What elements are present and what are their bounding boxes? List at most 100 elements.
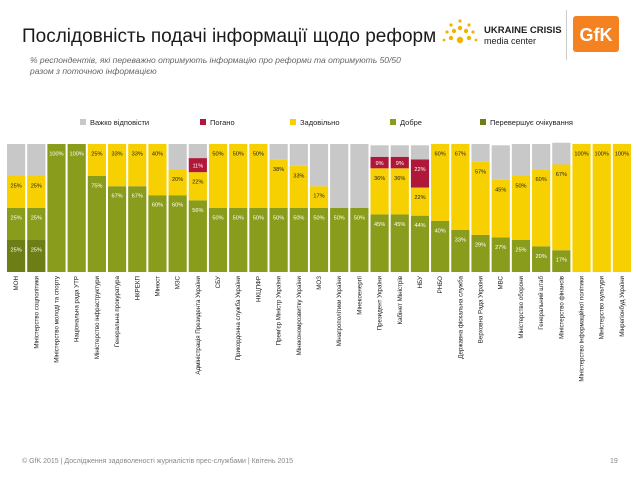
category-label: Міністерство фінансів bbox=[558, 275, 565, 339]
category-label: МЗС bbox=[175, 275, 182, 289]
bar-segment-задовільно bbox=[410, 187, 430, 216]
data-label: 25% bbox=[91, 152, 102, 158]
legend-swatch bbox=[290, 119, 296, 125]
category-label: Мінагрополітики України bbox=[336, 275, 343, 346]
data-label: 44% bbox=[414, 223, 425, 229]
bar-segment-добре bbox=[188, 200, 207, 272]
bar-segment-важко-відповісти bbox=[491, 145, 510, 180]
data-label: 67% bbox=[455, 152, 466, 158]
bar-segment-добре bbox=[249, 208, 268, 272]
data-label: 40% bbox=[152, 152, 163, 158]
bar-segment-задовільно bbox=[572, 144, 591, 272]
data-label: 40% bbox=[435, 228, 446, 234]
ucmc-logo-line1: UKRAINE CRISIS bbox=[484, 25, 562, 36]
bar-segment-задовільно bbox=[491, 179, 510, 238]
category-label: НКЦПФР bbox=[255, 276, 262, 302]
bar-segment-добре bbox=[128, 186, 147, 272]
bar-segment-добре bbox=[330, 208, 349, 272]
bar-segment-важко-відповісти bbox=[511, 144, 531, 176]
legend-swatch bbox=[480, 119, 486, 125]
data-label: 60% bbox=[435, 152, 446, 158]
bar-segment-добре bbox=[87, 176, 106, 272]
data-label: 50% bbox=[253, 216, 264, 222]
category-label: МОН bbox=[13, 276, 20, 290]
bar-segment-добре bbox=[511, 240, 531, 272]
bar-segment-добре bbox=[390, 214, 409, 272]
bar-segment-задовільно bbox=[148, 144, 167, 196]
data-label: 50% bbox=[212, 216, 223, 222]
footer-text: © GfK 2015 | Дослідження задоволеності ж… bbox=[22, 458, 294, 465]
gfk-logo: GfK bbox=[573, 16, 619, 52]
bar-segment-добре bbox=[27, 208, 46, 240]
data-label: 9% bbox=[376, 161, 384, 167]
ucmc-sunburst-icon bbox=[442, 19, 478, 44]
logo-divider bbox=[566, 10, 567, 60]
bar-segment-задовільно bbox=[451, 144, 470, 230]
category-label: РНБО bbox=[437, 276, 444, 294]
bar-segment-важко-відповісти bbox=[390, 145, 409, 157]
bar-segment-важко-відповісти bbox=[471, 144, 490, 162]
bar-segment-задовільно bbox=[7, 176, 26, 208]
bar-segment-задовільно bbox=[309, 186, 329, 208]
category-label: Державна фіскальна служба bbox=[457, 275, 464, 358]
legend-swatch bbox=[200, 119, 206, 125]
data-label: 25% bbox=[31, 184, 42, 190]
bar-segment-важко-відповісти bbox=[168, 144, 187, 170]
bar-segment-важко-відповісти bbox=[269, 144, 288, 160]
data-label: 25% bbox=[31, 248, 42, 254]
bar-segment-добре bbox=[350, 208, 369, 272]
bar-segment-добре bbox=[370, 214, 389, 272]
bar-segment-добре bbox=[532, 246, 551, 272]
category-label: Національна рада УТР bbox=[74, 276, 81, 342]
bar-segment-важко-відповісти bbox=[330, 144, 349, 208]
data-label: 20% bbox=[172, 177, 183, 183]
bar-segment-задовільно bbox=[552, 164, 571, 251]
legend-item-bad: Погано bbox=[200, 118, 235, 127]
legend-item-satisfactory: Задовільно bbox=[290, 118, 340, 127]
category-label: Міністерство інфраструктури bbox=[94, 275, 101, 359]
data-label: 25% bbox=[10, 216, 21, 222]
category-label: Міністерство інформаційної політики bbox=[579, 275, 586, 381]
bar-segment-добре bbox=[552, 250, 571, 272]
ucmc-logo-line2: media center bbox=[484, 36, 537, 46]
category-label: Мінюст bbox=[154, 276, 161, 297]
data-label: 100% bbox=[595, 152, 609, 158]
data-label: 27% bbox=[495, 245, 506, 251]
data-label: 38% bbox=[273, 167, 284, 173]
category-label: НКРЕКП bbox=[134, 276, 141, 300]
data-label: 25% bbox=[31, 216, 42, 222]
data-label: 60% bbox=[152, 203, 163, 209]
data-label: 22% bbox=[414, 167, 425, 173]
gfk-logo-text: GfK bbox=[580, 25, 613, 45]
category-label: МОЗ bbox=[316, 276, 323, 290]
category-label: Міністерство культури bbox=[599, 275, 606, 339]
bar-segment-погано bbox=[390, 156, 409, 169]
data-label: 11% bbox=[192, 164, 203, 170]
data-label: 22% bbox=[414, 195, 425, 201]
bar-segment-добре bbox=[471, 234, 490, 272]
legend-label: Важко відповісти bbox=[90, 118, 150, 127]
bar-segment-задовільно bbox=[269, 159, 288, 208]
data-label: 50% bbox=[253, 152, 264, 158]
bar-segment-погано bbox=[188, 158, 207, 173]
bar-segment-задовільно bbox=[249, 144, 268, 208]
data-label: 57% bbox=[475, 169, 486, 175]
bar-segment-задовільно bbox=[370, 168, 389, 215]
ukraine-crisis-media-center-logo: UKRAINE CRISIS media center bbox=[440, 18, 562, 58]
data-label: 45% bbox=[495, 187, 506, 193]
data-label: 67% bbox=[556, 172, 567, 178]
bar-segment-важко-відповісти bbox=[410, 145, 430, 160]
bar-segment-погано bbox=[370, 156, 389, 169]
bar-segment-добре bbox=[410, 215, 430, 272]
bar-segment-добре bbox=[491, 237, 510, 272]
bar-segment-добре bbox=[431, 220, 450, 272]
bar-segment-добре bbox=[148, 195, 167, 272]
data-label: 33% bbox=[293, 173, 304, 179]
bar-segment-задовільно bbox=[390, 168, 409, 215]
bar-segment-задовільно bbox=[208, 144, 228, 208]
data-label: 17% bbox=[313, 194, 324, 200]
category-label: Мінекоенергії bbox=[356, 276, 363, 315]
legend-label: Перевершує очікування bbox=[490, 118, 573, 127]
data-label: 67% bbox=[132, 194, 143, 200]
data-label: 50% bbox=[334, 216, 345, 222]
